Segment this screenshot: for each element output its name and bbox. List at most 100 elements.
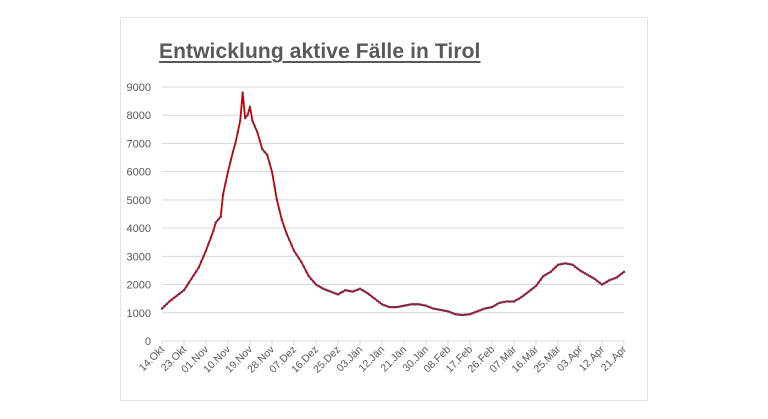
data-point: [478, 309, 481, 312]
data-point: [605, 280, 608, 283]
data-point: [358, 287, 362, 290]
data-point: [446, 310, 450, 313]
y-tick-label: 5000: [127, 195, 151, 207]
data-point: [417, 303, 420, 306]
data-point: [552, 268, 555, 271]
data-point: [163, 305, 166, 308]
data-point: [266, 153, 269, 156]
data-point: [483, 307, 486, 310]
x-tick-label: 21.Apr: [599, 343, 630, 374]
data-point: [231, 150, 234, 154]
data-point: [187, 281, 190, 284]
data-point: [510, 300, 513, 303]
data-point: [302, 265, 305, 268]
data-point: [613, 277, 616, 280]
data-point: [620, 272, 623, 275]
data-point: [400, 305, 403, 308]
data-point: [329, 290, 332, 293]
data-point: [290, 243, 293, 247]
data-point: [178, 292, 181, 296]
chart-frame: [120, 17, 648, 401]
data-point: [383, 304, 386, 307]
data-point: [366, 291, 369, 295]
data-point: [456, 313, 459, 316]
data-point: [341, 290, 344, 293]
data-point: [434, 307, 437, 311]
data-point: [327, 289, 330, 292]
data-point: [295, 253, 298, 256]
data-point: [395, 306, 398, 309]
data-point: [261, 147, 264, 151]
data-point: [593, 277, 596, 281]
data-point: [561, 262, 564, 265]
y-tick-label: 0: [145, 336, 151, 348]
data-point: [439, 308, 442, 312]
data-point: [229, 160, 232, 163]
data-line: [161, 91, 625, 316]
data-point: [324, 288, 327, 291]
data-point: [361, 289, 364, 292]
data-point: [190, 277, 193, 281]
data-point: [334, 292, 337, 295]
y-tick-label: 2000: [127, 280, 151, 292]
data-point: [390, 306, 393, 309]
data-point: [258, 139, 261, 142]
data-point: [195, 270, 198, 273]
data-point: [444, 309, 447, 312]
data-point: [244, 116, 247, 120]
data-point: [393, 306, 396, 309]
data-point: [422, 304, 425, 307]
data-point: [170, 298, 173, 301]
data-point: [596, 279, 599, 282]
data-point: [204, 249, 208, 252]
data-point: [547, 272, 550, 275]
data-point: [175, 294, 178, 297]
data-point: [476, 310, 479, 313]
data-point: [512, 300, 516, 303]
data-point: [500, 301, 503, 304]
data-point: [530, 288, 533, 291]
data-point: [559, 263, 562, 266]
data-point: [356, 288, 359, 291]
data-point: [515, 298, 518, 302]
data-point: [236, 131, 239, 134]
data-point: [574, 265, 577, 268]
data-point: [246, 114, 249, 117]
data-point: [505, 300, 508, 303]
data-point: [429, 306, 432, 309]
data-point: [490, 306, 494, 309]
data-point: [508, 300, 511, 303]
data-point: [278, 208, 281, 211]
data-point: [385, 305, 388, 308]
data-point: [388, 306, 391, 309]
data-point: [376, 299, 379, 302]
data-point: [603, 282, 606, 285]
data-point: [380, 303, 384, 306]
data-point: [534, 284, 538, 288]
data-point: [239, 119, 242, 122]
data-point: [285, 232, 288, 235]
data-point: [537, 281, 540, 284]
data-point: [241, 91, 244, 94]
data-point: [207, 243, 210, 246]
data-point: [319, 286, 322, 289]
data-point: [222, 193, 225, 196]
data-point: [354, 289, 357, 292]
data-point: [192, 274, 195, 277]
data-point: [253, 125, 256, 128]
data-point: [498, 301, 501, 304]
data-point: [437, 308, 440, 311]
data-point: [486, 306, 489, 310]
data-point: [481, 308, 484, 311]
data-point: [322, 287, 325, 290]
data-point: [591, 276, 594, 279]
data-point: [165, 302, 168, 305]
data-point: [378, 301, 381, 304]
data-point: [371, 295, 374, 298]
data-point: [226, 170, 230, 173]
data-point: [420, 303, 423, 306]
gridlines: [161, 86, 625, 345]
data-point: [493, 304, 496, 307]
data-point: [571, 263, 574, 266]
data-point: [217, 218, 220, 221]
